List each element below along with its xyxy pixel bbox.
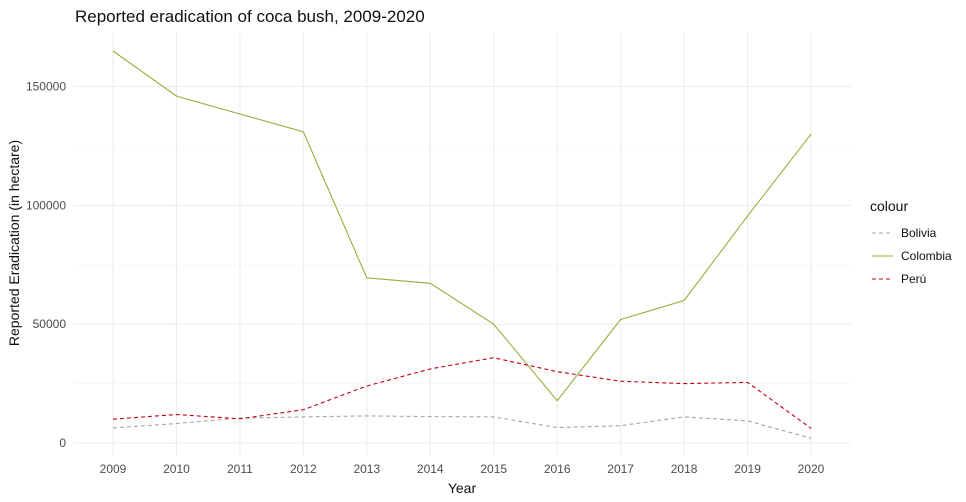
y-tick-label: 150000 (26, 80, 66, 94)
x-tick-label: 2012 (290, 462, 317, 476)
x-tick-label: 2016 (544, 462, 571, 476)
x-tick-labels: 2009 2010 2011 2012 2013 2014 2015 2016 2017 2018… (100, 462, 825, 476)
x-tick-label: 2020 (798, 462, 825, 476)
legend-label: Colombia (901, 249, 952, 263)
x-tick-label: 2009 (100, 462, 127, 476)
y-tick-label: 0 (59, 436, 66, 450)
chart-title: Reported eradication of coca bush, 2009-… (75, 7, 425, 26)
series-line-bolivia (112, 415, 812, 439)
x-tick-label: 2017 (607, 462, 634, 476)
x-tick-label: 2014 (417, 462, 444, 476)
y-axis-title: Reported Eradication (in hectare) (6, 140, 22, 346)
x-tick-label: 2019 (734, 462, 761, 476)
x-tick-label: 2013 (353, 462, 380, 476)
x-tick-label: 2018 (671, 462, 698, 476)
y-tick-labels: 0 50000 100000 150000 (26, 80, 66, 450)
y-tick-label: 50000 (33, 317, 67, 331)
x-axis-title: Year (448, 480, 477, 496)
y-tick-label: 100000 (26, 198, 66, 212)
legend-label: Bolivia (901, 226, 937, 240)
grid (73, 33, 851, 456)
x-tick-label: 2011 (227, 462, 253, 476)
series-lines (112, 50, 812, 439)
series-line-colombia (112, 50, 812, 402)
legend: colour Bolivia Colombia Perú (870, 198, 952, 286)
legend-title: colour (870, 198, 908, 214)
legend-label: Perú (901, 272, 926, 286)
x-tick-label: 2015 (480, 462, 507, 476)
x-tick-label: 2010 (163, 462, 190, 476)
series-line-per (112, 357, 812, 429)
